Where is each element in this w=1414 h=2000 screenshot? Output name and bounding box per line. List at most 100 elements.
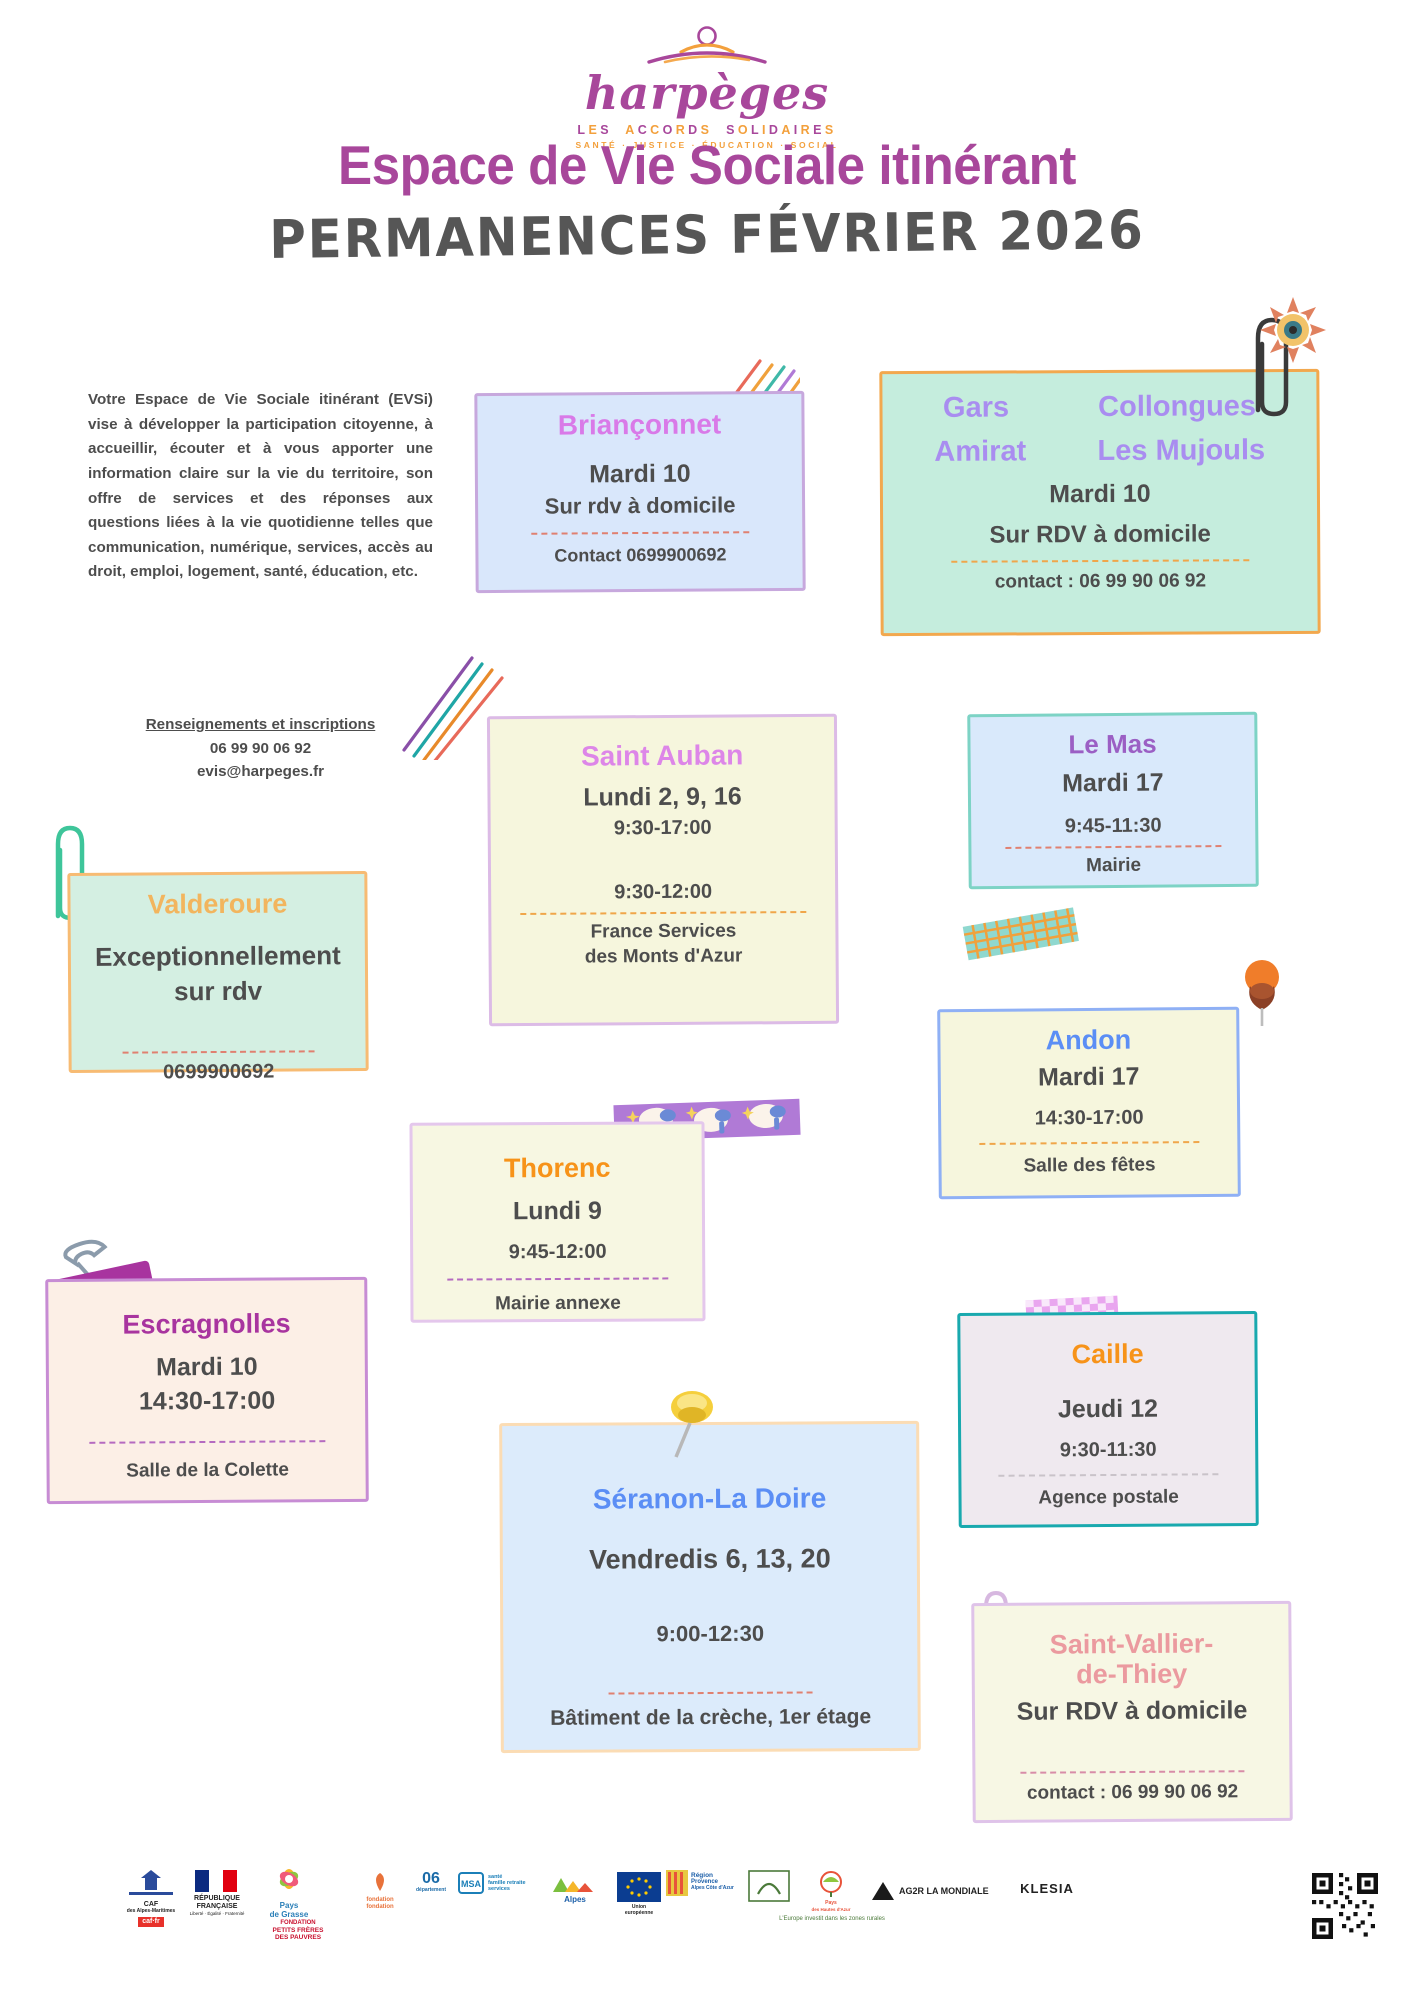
footer-logo-region-sud: Région Provence Alpes Côte d'Azur: [666, 1870, 740, 1896]
footer-logo-rf-line1: RÉPUBLIQUE: [194, 1895, 240, 1903]
card-caille-town: Caille: [1071, 1338, 1144, 1370]
card-caille-hours: 9:30-11:30: [1059, 1438, 1157, 1462]
card-caille-divider: [998, 1472, 1218, 1477]
footer-logo-pdg-line2: de Grasse: [269, 1910, 309, 1920]
footer-logo-region-line2: Provence: [691, 1879, 719, 1886]
card-brianconnet-town: Briançonnet: [557, 408, 722, 441]
card-saint-auban-day: Lundi 2, 9, 16: [583, 782, 742, 812]
footer-partner-logos: CAF des Alpes-Maritimes caf·fr RÉPUBLIQU…: [0, 1858, 1414, 1978]
svg-text:MSA: MSA: [461, 1879, 482, 1889]
footer-logo-pfp-line1: FONDATION: [280, 1920, 316, 1926]
footer-logo-msa-line3: services: [487, 1886, 510, 1893]
contact-email: evis@harpeges.fr: [196, 763, 325, 781]
footer-logo-pha-line2: des Hautes d'Azur: [811, 1906, 851, 1912]
footer-logo-republique-francaise: RÉPUBLIQUE FRANÇAISE Liberté · Égalité ·…: [186, 1870, 248, 1916]
footer-logo-rf-line2: FRANÇAISE: [196, 1903, 238, 1911]
card-saint-vallier-town-1: Saint-Vallier-: [1049, 1628, 1214, 1660]
card-le-mas-hours: 9:45-11:30: [1064, 814, 1162, 838]
footer-logo-caf: CAF des Alpes-Maritimes caf·fr: [120, 1868, 182, 1927]
footer-logo-petits-freres: FONDATION PETITS FRÈRES DES PAUVRES: [250, 1920, 346, 1942]
harpeges-tagline-1: LES ACCORDS SOLIDAIRES: [577, 123, 837, 137]
card-le-mas-town: Le Mas: [1068, 728, 1157, 760]
card-le-mas-place: Mairie: [1086, 854, 1142, 876]
footer-logo-vert: [744, 1870, 794, 1905]
card-seranon-town: Séranon-La Doire: [592, 1482, 827, 1515]
footer-logo-departement-06: 06 département: [408, 1870, 454, 1894]
card-thorenc-divider: [447, 1277, 669, 1281]
card-valderoure-note-2: sur rdv: [173, 976, 263, 1007]
harpeges-logo: harpèges LES ACCORDS SOLIDAIRES SANTÉ · …: [0, 22, 1414, 150]
card-le-mas-day: Mardi 17: [1062, 768, 1164, 798]
card-seranon-hours: 9:00-12:30: [656, 1621, 765, 1647]
card-saint-auban-town: Saint Auban: [580, 739, 744, 772]
harpeges-logo-mark: [0, 22, 1414, 74]
card-escragnolles-day: Mardi 10: [156, 1352, 258, 1382]
card-brianconnet: Briançonnet Mardi 10 Sur rdv à domicile …: [474, 390, 806, 594]
card-valderoure-note-1: Exceptionnellement: [94, 940, 341, 973]
card-collongues-town: Collongues: [1098, 390, 1257, 424]
card-valderoure-divider: [122, 1050, 315, 1055]
harpeges-wordmark: harpèges: [584, 66, 830, 120]
card-saint-vallier-contact: contact : 06 99 90 06 92: [1026, 1781, 1239, 1804]
card-escragnolles-place: Salle de la Colette: [126, 1459, 289, 1482]
card-escragnolles-town: Escragnolles: [122, 1308, 291, 1340]
footer-logo-ag2r-label: AG2R LA MONDIALE: [898, 1885, 989, 1896]
footer-logo-klesia: KLESIA: [1004, 1881, 1090, 1897]
footer-logo-klesia-label: KLESIA: [1020, 1881, 1074, 1896]
card-saint-vallier: Saint-Vallier- de-Thiey Sur RDV à domici…: [971, 1600, 1293, 1824]
card-saint-auban-hours: 9:30-17:00: [613, 816, 712, 840]
card-brianconnet-note: Sur rdv à domicile: [544, 492, 736, 519]
card-gars-collongues: Gars Collongues Amirat Les Mujouls Mardi…: [879, 368, 1321, 637]
footer-logo-pfp-line3: DES PAUVRES: [274, 1934, 322, 1942]
card-les-mujouls-town: Les Mujouls: [1097, 434, 1266, 468]
card-escragnolles-divider: [88, 1439, 326, 1444]
footer-logo-pdg-line1: Pays: [279, 1901, 299, 1911]
card-saint-vallier-note: Sur RDV à domicile: [1016, 1696, 1248, 1727]
card-caille-day: Jeudi 12: [1057, 1394, 1159, 1424]
card-thorenc-town: Thorenc: [503, 1152, 611, 1184]
card-valderoure-contact: 0699900692: [163, 1061, 275, 1084]
card-thorenc-place: Mairie annexe: [495, 1292, 621, 1315]
footer-logo-fondation-line1: fondation: [366, 1897, 394, 1904]
footer-logo-fondation: fondation fondation: [352, 1870, 408, 1911]
footer-logo-alpes-line1: Alpes: [564, 1895, 586, 1905]
footer-logo-06-line1: 06: [422, 1870, 440, 1887]
card-thorenc-hours: 9:45-12:00: [508, 1240, 607, 1263]
card-gars-day: Mardi 10: [1049, 479, 1151, 509]
footer-logo-ue-line2: européenne: [624, 1909, 654, 1916]
contact-heading: Renseignements et inscriptions: [145, 716, 376, 733]
harpeges-tagline-2: SANTÉ · JUSTICE · ÉDUCATION · SOCIAL: [575, 140, 839, 150]
footer-logo-msa: MSA santé famille retraite services: [458, 1872, 530, 1894]
intro-paragraph: Votre Espace de Vie Sociale itinérant (E…: [88, 391, 433, 581]
card-amirat-town: Amirat: [934, 435, 1027, 469]
card-saint-auban: Saint Auban Lundi 2, 9, 16 9:30-17:00 9:…: [486, 713, 840, 1027]
card-escragnolles: Escragnolles Mardi 10 14:30-17:00 Salle …: [45, 1276, 369, 1505]
card-caille-place: Agence postale: [1038, 1486, 1179, 1509]
card-saint-auban-hours-2: 9:30-12:00: [614, 880, 713, 904]
card-saint-vallier-divider: [1020, 1770, 1245, 1774]
card-brianconnet-contact: Contact 0699900692: [554, 544, 727, 566]
footer-logo-pays-hauts-azur: Pays des Hautes d'Azur: [800, 1870, 862, 1912]
card-saint-auban-place-2: des Monts d'Azur: [584, 944, 743, 968]
card-andon-divider: [978, 1140, 1200, 1145]
card-escragnolles-hours: 14:30-17:00: [138, 1386, 276, 1416]
footer-logo-caf-line3: caf·fr: [138, 1916, 164, 1927]
card-saint-vallier-town-2: de-Thiey: [1076, 1658, 1188, 1690]
card-le-mas: Le Mas Mardi 17 9:45-11:30 Mairie: [967, 711, 1259, 890]
contact-block: Renseignements et inscriptions 06 99 90 …: [88, 713, 433, 784]
card-gars-note: Sur RDV à domicile: [989, 520, 1211, 550]
sun-pin-icon: [1260, 297, 1326, 363]
footer-logo-msa-line1: santé: [487, 1873, 503, 1880]
footer-logo-caf-line1: CAF: [143, 1901, 159, 1909]
footer-logo-region-line3: Alpes Côte d'Azur: [691, 1885, 734, 1892]
contact-phone: 06 99 90 06 92: [209, 739, 312, 757]
footer-logo-msa-line2: famille retraite: [487, 1879, 526, 1886]
qr-code[interactable]: [1309, 1870, 1381, 1942]
footer-tagline-europe: L'Europe investit dans les zones rurales: [779, 1916, 885, 1922]
card-gars-town: Gars: [942, 391, 1010, 424]
card-andon-hours: 14:30-17:00: [1034, 1106, 1144, 1130]
card-le-mas-divider: [1005, 844, 1222, 849]
footer-logo-pfp-line2: PETITS FRÈRES: [272, 1926, 324, 1934]
page-title: Espace de Vie Sociale itinérant: [337, 134, 1077, 196]
